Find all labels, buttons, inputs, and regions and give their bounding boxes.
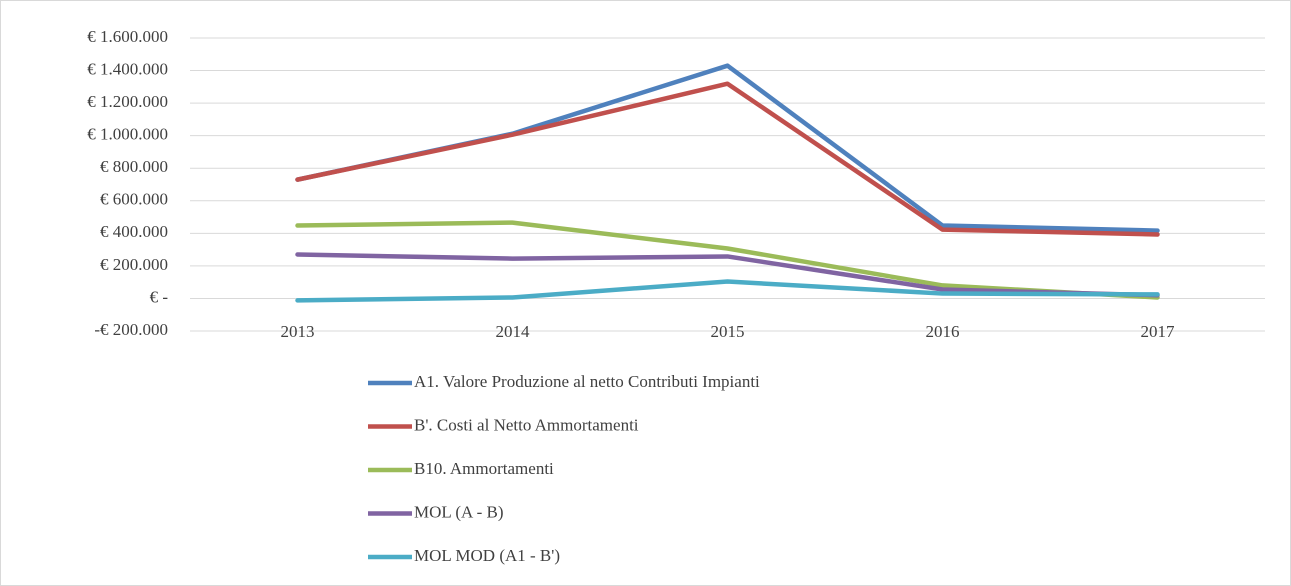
y-tick-label: € 400.000 <box>100 222 168 241</box>
legend-label: B'. Costi al Netto Ammortamenti <box>414 415 639 434</box>
x-tick-label: 2013 <box>281 322 315 341</box>
y-tick-label: € 1.400.000 <box>87 59 168 78</box>
legend-label: MOL MOD (A1 - B') <box>414 546 560 565</box>
series-line <box>295 279 1160 303</box>
y-tick-label: € 800.000 <box>100 157 168 176</box>
legend-label: B10. Ammortamenti <box>414 459 554 478</box>
y-tick-label: -€ 200.000 <box>94 320 168 339</box>
y-tick-label: € 1.200.000 <box>87 92 168 111</box>
x-tick-label: 2014 <box>496 322 531 341</box>
series-line <box>295 252 1160 298</box>
y-tick-label: € 1.600.000 <box>87 27 168 46</box>
x-tick-label: 2017 <box>1141 322 1176 341</box>
series-line <box>295 81 1160 237</box>
y-tick-label: € 200.000 <box>100 255 168 274</box>
y-tick-label: € - <box>150 287 169 306</box>
y-tick-label: € 1.000.000 <box>87 125 168 144</box>
legend-label: MOL (A - B) <box>414 502 504 521</box>
x-tick-label: 2015 <box>711 322 745 341</box>
x-tick-label: 2016 <box>926 322 960 341</box>
legend-label: A1. Valore Produzione al netto Contribut… <box>414 372 760 391</box>
y-tick-label: € 600.000 <box>100 190 168 209</box>
